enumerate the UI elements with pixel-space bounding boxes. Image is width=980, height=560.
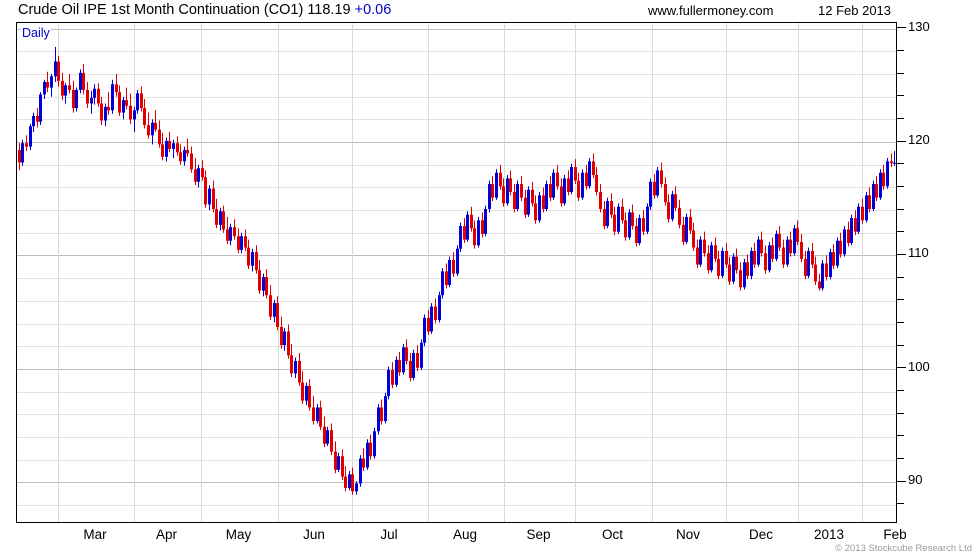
x-axis-label: Mar: [83, 527, 107, 542]
y-axis-tick: [897, 344, 904, 346]
y-axis-tick: [897, 435, 904, 437]
y-axis-tick: [897, 299, 904, 301]
y-axis-tick: [897, 117, 904, 119]
chart-header: Crude Oil IPE 1st Month Continuation (CO…: [0, 0, 980, 22]
x-axis-label: Nov: [675, 527, 700, 542]
y-axis-tick: [897, 185, 904, 187]
y-axis-tick: [897, 140, 906, 142]
y-axis-tick: [897, 367, 906, 369]
y-axis-label: 100: [908, 358, 930, 374]
y-axis-tick: [897, 27, 906, 29]
candlestick-series: [18, 46, 896, 495]
y-axis-tick: [897, 390, 904, 392]
y-axis-tick: [897, 72, 904, 74]
x-axis-label: Feb: [883, 527, 907, 542]
plot-frame: Daily: [16, 22, 897, 523]
x-axis-label: Apr: [155, 527, 177, 542]
x-axis-label: 2013: [813, 527, 845, 542]
y-axis-tick: [897, 208, 904, 210]
y-axis-tick: [897, 276, 904, 278]
y-axis-label: 110: [908, 245, 929, 261]
y-axis-tick: [897, 480, 906, 482]
y-axis-label: 120: [908, 132, 930, 148]
y-axis-tick: [897, 253, 906, 255]
copyright-notice: © 2013 Stockcube Research Ltd: [835, 543, 972, 554]
y-axis-tick: [897, 458, 904, 460]
y-axis-tick: [897, 163, 904, 165]
plot-area: [17, 23, 896, 522]
x-axis-label: Dec: [748, 527, 773, 542]
y-axis-tick: [897, 49, 904, 51]
frequency-label: Daily: [21, 26, 51, 40]
instrument-title-text: Crude Oil IPE 1st Month Continuation (CO…: [18, 2, 351, 18]
price-change: +0.06: [354, 2, 392, 18]
website-label: www.fullermoney.com: [648, 3, 774, 18]
x-axis-label: Sep: [526, 527, 551, 542]
y-axis-tick: [897, 95, 904, 97]
y-axis-label: 90: [908, 472, 923, 488]
chart-gridlines: [17, 23, 896, 522]
y-axis-tick: [897, 503, 904, 505]
x-axis-label: May: [225, 527, 252, 542]
x-axis-label: Oct: [601, 527, 623, 542]
y-axis-tick: [897, 412, 904, 414]
x-axis-label: Aug: [452, 527, 478, 542]
x-axis-label: Jun: [303, 527, 325, 542]
x-axis-label: Jul: [380, 527, 398, 542]
y-axis-label: 130: [908, 18, 930, 34]
as-of-date: 12 Feb 2013: [818, 3, 892, 18]
instrument-title: Crude Oil IPE 1st Month Continuation (CO…: [18, 2, 391, 18]
y-axis-tick: [897, 322, 904, 324]
y-axis-tick: [897, 231, 904, 233]
